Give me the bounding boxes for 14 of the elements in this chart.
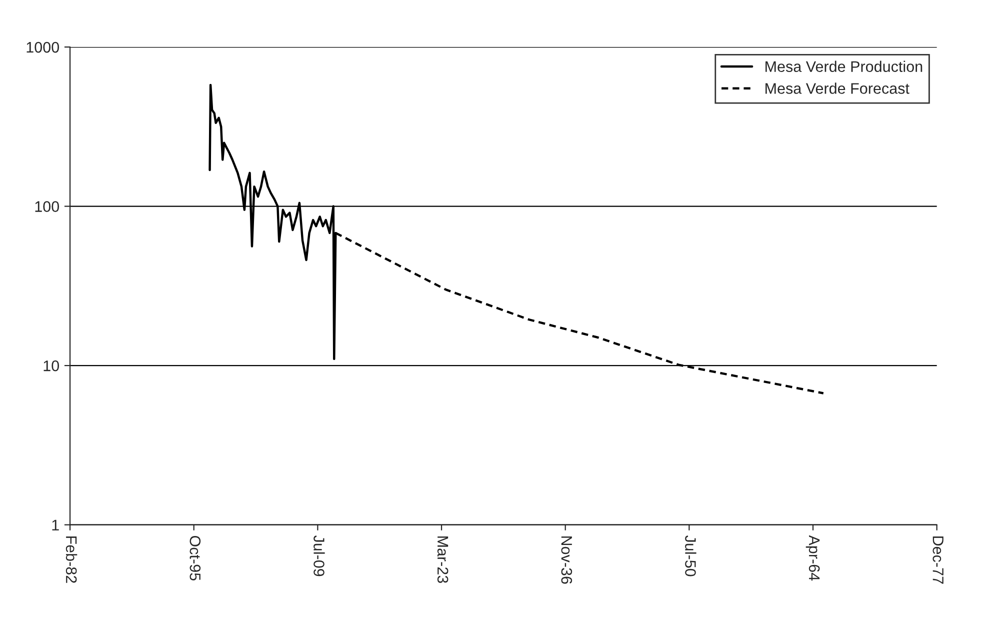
y-tick-label: 10 <box>44 360 60 372</box>
x-tick-label: Feb-82 <box>66 536 78 583</box>
x-tick-label: Apr-64 <box>806 535 820 581</box>
x-tick-label: Oct-95 <box>190 536 201 580</box>
legend-label: Mesa Verde Production <box>766 60 922 72</box>
legend-label: Mesa Verde Forecast <box>766 82 910 94</box>
x-tick-label: Dec-77 <box>932 536 944 584</box>
x-tick-label: Mar-23 <box>437 536 448 583</box>
y-tick-label: 1 <box>52 520 59 530</box>
x-tick-label: Nov-36 <box>561 536 572 584</box>
x-tick-label: Jul-50 <box>685 535 696 576</box>
x-tick-label: Jul-09 <box>314 535 325 576</box>
y-tick-label: 100 <box>35 201 60 212</box>
y-tick-label: 1000 <box>26 42 60 53</box>
